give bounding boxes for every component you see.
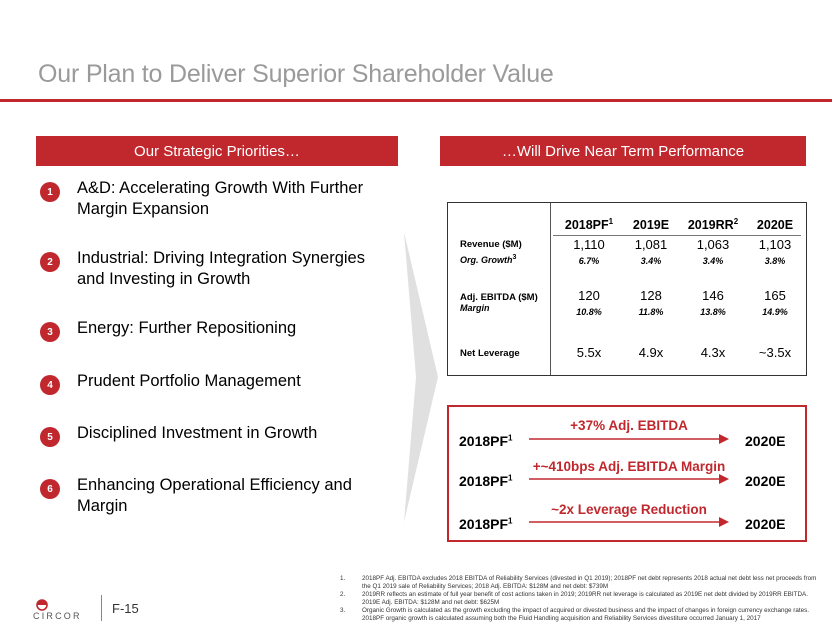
column-header: 2019E	[632, 218, 670, 233]
priority-number-badge: 2	[40, 252, 60, 272]
margin-value: 13.8%	[700, 307, 726, 317]
arrow-right-icon	[529, 474, 729, 484]
header-rule	[553, 235, 801, 236]
ebitda-value: 146	[702, 288, 724, 303]
org-growth-value: 3.8%	[764, 256, 786, 266]
revenue-value: 1,103	[758, 237, 792, 252]
priority-item: 6 Enhancing Operational Efficiency and M…	[40, 475, 377, 517]
margin-value: 10.8%	[576, 307, 602, 317]
priority-number-badge: 5	[40, 427, 60, 447]
priority-number-badge: 4	[40, 375, 60, 395]
net-leverage-value: 4.9x	[638, 345, 664, 360]
margin-value: 14.9%	[762, 307, 788, 317]
bridge-from: 2018PF1	[459, 516, 513, 532]
org-growth-label: Org. Growth3	[460, 254, 517, 265]
priority-item: 4 Prudent Portfolio Management	[40, 371, 377, 395]
bridge-to: 2020E	[745, 433, 786, 449]
revenue-value: 1,110	[573, 237, 605, 252]
priority-text: A&D: Accelerating Growth With Further Ma…	[77, 179, 364, 218]
footnote: 3. Organic Growth is calculated as the gr…	[340, 607, 809, 622]
org-growth-value: 3.4%	[702, 256, 724, 266]
column-header: 2018PF1	[564, 217, 614, 233]
priority-text: Industrial: Driving Integration Synergie…	[77, 249, 365, 288]
priority-item: 1 A&D: Accelerating Growth With Further …	[40, 178, 377, 220]
bridge-label: +~410bps Adj. EBITDA Margin	[532, 459, 726, 474]
net-leverage-value: 4.3x	[700, 345, 726, 360]
improvement-bridges: +37% Adj. EBITDA 2018PF1 2020E +~410bps …	[447, 405, 807, 542]
footnotes: 1. 2018PF Adj. EBITDA excludes 2018 EBITD…	[340, 575, 826, 623]
bridge-label: +37% Adj. EBITDA	[570, 418, 688, 433]
priority-text: Enhancing Operational Efficiency and Mar…	[77, 476, 352, 515]
net-leverage-label: Net Leverage	[460, 348, 520, 359]
priority-item: 2 Industrial: Driving Integration Synerg…	[40, 248, 377, 290]
column-header: 2019RR2	[687, 217, 739, 233]
net-leverage-value: 5.5x	[576, 345, 602, 360]
margin-value: 11.8%	[638, 307, 664, 317]
net-leverage-value: ~3.5x	[758, 345, 792, 360]
ebitda-value: 165	[764, 288, 786, 303]
circor-logo: CIRCOR	[33, 599, 82, 621]
priority-text: Disciplined Investment in Growth	[77, 424, 318, 442]
page-number: F-15	[112, 601, 139, 616]
priority-text: Energy: Further Repositioning	[77, 319, 297, 337]
priority-item: 5 Disciplined Investment in Growth	[40, 423, 377, 447]
arrow-right-icon	[529, 434, 729, 444]
org-growth-value: 3.4%	[640, 256, 662, 266]
performance-table: 2018PF1 2019E 2019RR2 2020E Revenue ($M)…	[447, 202, 807, 376]
ebitda-label: Adj. EBITDA ($M)	[460, 292, 538, 303]
bridge-to: 2020E	[745, 473, 786, 489]
title-divider	[0, 99, 832, 102]
revenue-value: 1,081	[634, 237, 668, 252]
bridge-from: 2018PF1	[459, 433, 513, 449]
near-term-performance-banner: …Will Drive Near Term Performance	[440, 136, 806, 166]
revenue-value: 1,063	[696, 237, 730, 252]
priority-item: 3 Energy: Further Repositioning	[40, 318, 377, 342]
footnote: 2. 2019RR reflects an estimate of full ye…	[340, 591, 808, 606]
page-title: Our Plan to Deliver Superior Shareholder…	[38, 60, 554, 88]
ebitda-value: 120	[578, 288, 600, 303]
priority-text: Prudent Portfolio Management	[77, 372, 301, 390]
priority-number-badge: 6	[40, 479, 60, 499]
arrow-right-icon	[529, 517, 729, 527]
bridge-to: 2020E	[745, 516, 786, 532]
footnote: 1. 2018PF Adj. EBITDA excludes 2018 EBITD…	[340, 575, 817, 590]
revenue-label: Revenue ($M)	[460, 239, 522, 250]
footer-divider	[101, 595, 102, 621]
logo-text: CIRCOR	[33, 611, 82, 621]
bridge-label: ~2x Leverage Reduction	[551, 502, 707, 517]
org-growth-value: 6.7%	[578, 256, 600, 266]
chevron-right-icon	[404, 232, 438, 522]
strategic-priorities-banner: Our Strategic Priorities…	[36, 136, 398, 166]
priority-number-badge: 3	[40, 322, 60, 342]
column-header: 2020E	[756, 218, 794, 233]
margin-label: Margin	[460, 303, 490, 313]
priority-number-badge: 1	[40, 182, 60, 202]
column-divider	[550, 203, 551, 375]
bridge-from: 2018PF1	[459, 473, 513, 489]
ebitda-value: 128	[640, 288, 662, 303]
